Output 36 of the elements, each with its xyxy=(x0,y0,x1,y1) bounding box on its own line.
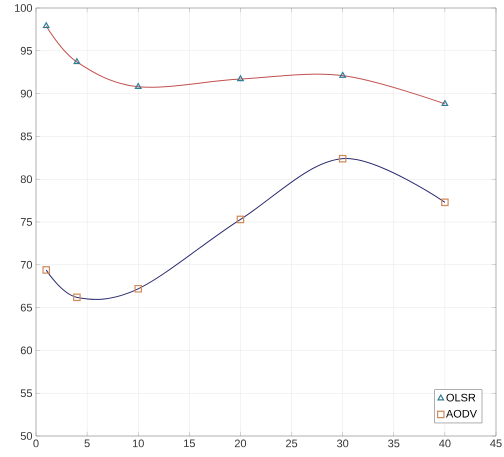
y-tick-label: 85 xyxy=(20,132,32,140)
legend-label: AODV xyxy=(446,410,477,418)
point xyxy=(134,284,142,293)
point xyxy=(237,75,244,82)
line-series xyxy=(46,25,446,104)
point xyxy=(441,198,449,206)
point xyxy=(442,100,448,106)
x-tick-label: 40 xyxy=(439,440,451,448)
point xyxy=(134,82,142,89)
x-tick-label: 20 xyxy=(234,440,246,448)
point xyxy=(338,154,346,162)
y-tick-label: 80 xyxy=(20,175,32,184)
y-tick-label: 60 xyxy=(20,346,32,354)
point xyxy=(73,294,81,302)
x-tick-label: 5 xyxy=(84,440,90,448)
x-tick-label: 15 xyxy=(184,440,195,448)
y-tick-label: 75 xyxy=(20,218,32,226)
y-tick-label: 95 xyxy=(20,46,32,55)
x-tick-label: 35 xyxy=(388,440,400,448)
point xyxy=(42,266,50,274)
legend-label: OLSR xyxy=(446,394,476,402)
point xyxy=(236,216,244,224)
y-tick-label: 55 xyxy=(20,389,32,398)
y-tick-label: 65 xyxy=(20,304,32,312)
x-tick-label: 0 xyxy=(33,440,39,448)
x-tick-label: 45 xyxy=(490,440,502,448)
y-tick-label: 50 xyxy=(20,432,32,440)
y-tick-label: 90 xyxy=(20,90,32,98)
y-tick-label: 100 xyxy=(15,4,32,12)
point xyxy=(42,22,50,28)
y-tick-label: 70 xyxy=(20,260,32,269)
x-tick-label: 10 xyxy=(132,440,144,448)
x-tick-label: 30 xyxy=(336,440,348,448)
point xyxy=(74,58,80,64)
point xyxy=(339,72,346,78)
x-tick-label: 25 xyxy=(286,440,298,448)
